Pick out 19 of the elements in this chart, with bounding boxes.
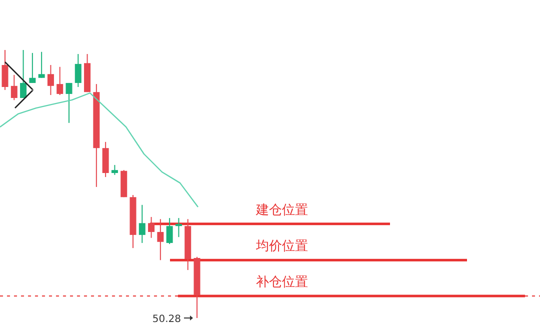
candlestick (175, 218, 182, 238)
candlestick (148, 216, 155, 238)
candlestick (10, 74, 18, 101)
candlestick (56, 66, 64, 96)
candlestick (111, 164, 118, 176)
candlestick (29, 52, 36, 84)
ref-line-label: 补仓位置 (256, 275, 308, 290)
candlestick (38, 51, 45, 78)
candlestick (20, 50, 27, 98)
ref-line-label: 建仓位置 (255, 202, 308, 218)
candlestick (166, 218, 173, 245)
candlestick (138, 204, 146, 244)
candlestick (66, 82, 72, 124)
candlestick (74, 54, 82, 88)
annotation: 50.28 (152, 314, 181, 325)
candlestick (2, 50, 8, 90)
ref-line-label: 均价位置 (255, 239, 308, 254)
candlestick (157, 218, 164, 261)
candlestick (47, 64, 54, 96)
